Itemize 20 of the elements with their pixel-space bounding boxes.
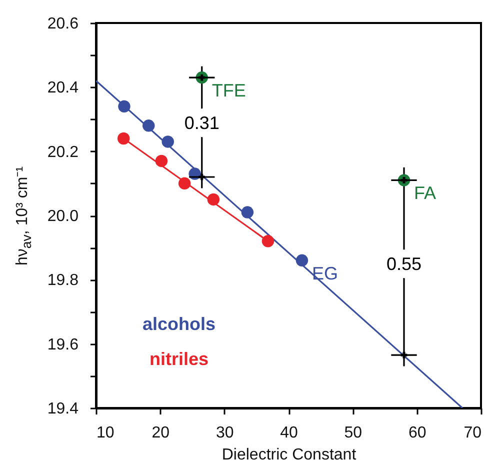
annotation: EG — [312, 263, 338, 284]
y-tick-label: 20.4 — [47, 80, 79, 97]
annotation: TFE — [212, 80, 246, 101]
text: nitriles — [149, 349, 209, 369]
y-tick-label: 19.8 — [47, 272, 79, 290]
x-tick-label: 60 — [408, 424, 426, 442]
annotation: FA — [414, 183, 436, 204]
x-tick-label: 20 — [152, 424, 170, 442]
x-tick-label: 30 — [216, 424, 234, 442]
x-tick-label: 10 — [96, 424, 114, 442]
x-tick-label: 50 — [344, 424, 362, 442]
y-tick-label: 19.4 — [47, 400, 79, 418]
x-axis-title: Dielectric Constant — [222, 446, 357, 464]
x-tick-label: 70 — [464, 424, 482, 442]
y-tick-label: 20.6 — [47, 16, 79, 32]
y-tick-label: 19.6 — [47, 336, 79, 354]
text: alcohols — [142, 314, 216, 334]
x-tick-label: 40 — [280, 424, 298, 442]
y-tick-label: 20.0 — [47, 208, 79, 225]
y-tick-label: 20.2 — [47, 144, 79, 161]
